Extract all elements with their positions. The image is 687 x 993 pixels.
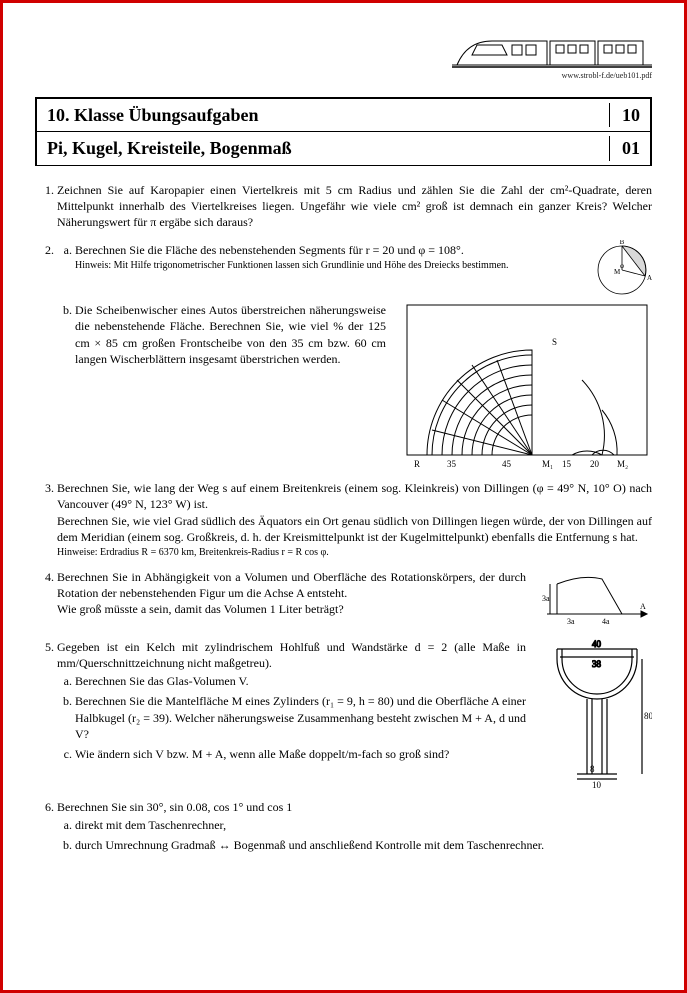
q5-intro: Gegeben ist ein Kelch mit zylindrischem … <box>57 640 526 670</box>
svg-text:10: 10 <box>592 780 602 789</box>
svg-text:S: S <box>552 337 557 347</box>
wiper-figure: R 35 45 M₁ 15 20 M₂ S <box>402 300 652 470</box>
question-2: Berechnen Sie die Fläche des nebenstehen… <box>57 240 652 470</box>
svg-text:A: A <box>640 602 646 611</box>
title-num-2: 01 <box>609 136 640 160</box>
title-num-1: 10 <box>609 103 640 127</box>
question-2b: Die Scheibenwischer eines Autos überstre… <box>75 302 386 367</box>
q3-text2: Berechnen Sie, wie viel Grad südlich des… <box>57 514 652 544</box>
title-line-2: Pi, Kugel, Kreisteile, Bogenmaß <box>47 136 292 160</box>
q3-text1: Berechnen Sie, wie lang der Weg s auf ei… <box>57 481 652 511</box>
q2a-hint: Hinweis: Mit Hilfe trigonometrischer Fun… <box>75 260 576 272</box>
rotation-figure: 3a 3a 4a A <box>542 569 652 629</box>
segment-figure: B M φ A <box>592 240 652 300</box>
svg-text:45: 45 <box>502 459 512 469</box>
svg-text:40: 40 <box>592 639 602 649</box>
question-5b: Berechnen Sie die Mantelfläche M eines Z… <box>75 693 526 742</box>
question-1: Zeichnen Sie auf Karopapier einen Vierte… <box>57 182 652 231</box>
svg-text:80: 80 <box>644 711 652 721</box>
source-url: www.strobl-f.de/ueb101.pdf <box>562 71 652 82</box>
question-2a: Berechnen Sie die Fläche des nebenstehen… <box>75 242 576 272</box>
question-5: Gegeben ist ein Kelch mit zylindrischem … <box>57 639 652 789</box>
question-6a: direkt mit dem Taschenrechner, <box>75 817 652 833</box>
question-6: Berechnen Sie sin 30°, sin 0.08, cos 1° … <box>57 799 652 854</box>
question-5c: Wie ändern sich V bzw. M + A, wenn alle … <box>75 746 526 762</box>
q2a-text2: r = 20 und φ = 108°. <box>366 243 464 257</box>
train-icon <box>452 31 652 69</box>
kelch-figure: 40 38 80 <box>542 639 652 789</box>
q3-hint: Hinweise: Erdradius R = 6370 km, Breiten… <box>57 547 652 559</box>
q4-text2: Wie groß müsste a sein, damit das Volume… <box>57 602 344 616</box>
svg-text:R: R <box>414 459 420 469</box>
svg-text:φ: φ <box>620 262 624 270</box>
content: Zeichnen Sie auf Karopapier einen Vierte… <box>35 182 652 854</box>
question-4: Berechnen Sie in Abhängigkeit von a Volu… <box>57 569 652 629</box>
svg-text:8: 8 <box>590 764 595 774</box>
svg-text:B: B <box>620 240 625 246</box>
svg-text:M₁: M₁ <box>542 459 553 469</box>
header: www.strobl-f.de/ueb101.pdf <box>35 31 652 91</box>
svg-text:15: 15 <box>562 459 572 469</box>
q2a-text1: Berechnen Sie die Fläche des nebenstehen… <box>75 243 363 257</box>
question-6b: durch Umrechnung Gradmaß ↔ Bogenmaß und … <box>75 837 652 853</box>
svg-text:4a: 4a <box>602 617 610 626</box>
q4-text1: Berechnen Sie in Abhängigkeit von a Volu… <box>57 570 526 600</box>
title-line-1: 10. Klasse Übungsaufgaben <box>47 103 259 127</box>
svg-text:M₂: M₂ <box>617 459 628 469</box>
question-5a: Berechnen Sie das Glas-Volumen V. <box>75 673 526 689</box>
svg-text:3a: 3a <box>567 617 575 626</box>
q6-intro: Berechnen Sie sin 30°, sin 0.08, cos 1° … <box>57 800 292 814</box>
svg-text:20: 20 <box>590 459 600 469</box>
svg-text:35: 35 <box>447 459 457 469</box>
title-box: 10. Klasse Übungsaufgaben 10 Pi, Kugel, … <box>35 97 652 166</box>
question-3: Berechnen Sie, wie lang der Weg s auf ei… <box>57 480 652 559</box>
svg-text:38: 38 <box>592 659 602 669</box>
svg-text:A: A <box>647 274 652 282</box>
svg-text:3a: 3a <box>542 594 550 603</box>
